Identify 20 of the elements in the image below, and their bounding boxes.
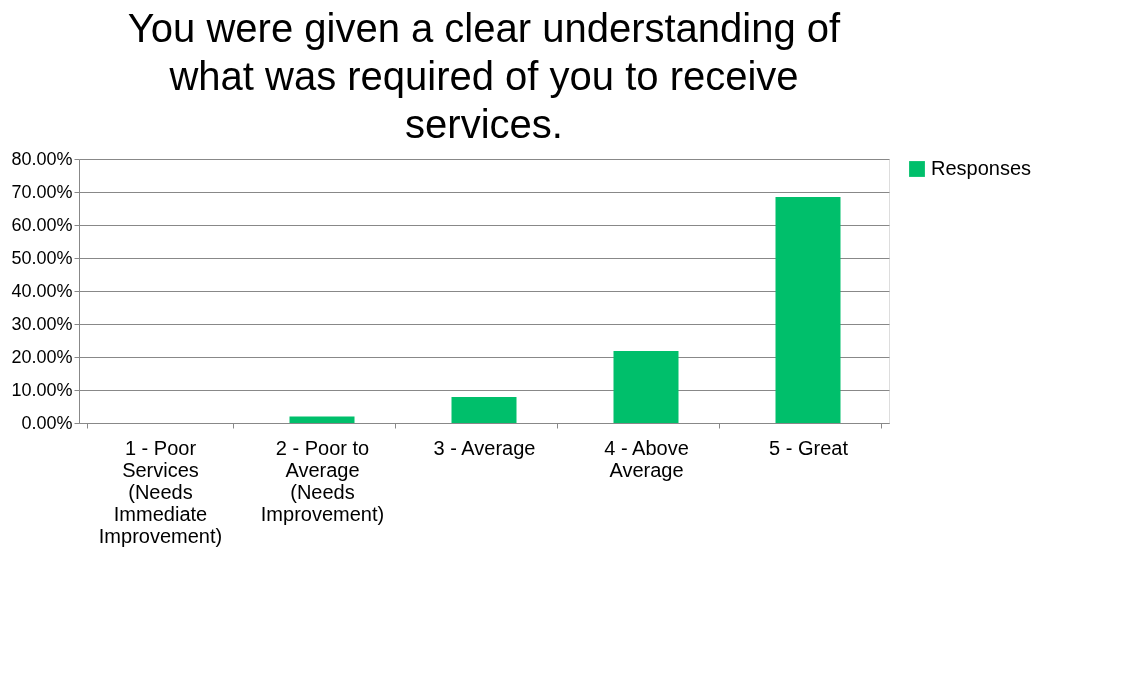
bar	[451, 396, 517, 423]
bar	[775, 196, 841, 423]
y-tick-label: 10.00%	[11, 379, 73, 400]
chart-title: You were given a clear understanding of what was required of you to receive services.	[127, 6, 842, 146]
x-tick-label: 2 - Poor to Average (Needs Improvement)	[260, 436, 385, 525]
x-tick-label: 5 - Great	[769, 436, 849, 459]
x-tick-label: 1 - Poor Services (Needs Immediate Improvement)	[98, 436, 223, 547]
x-tick-label: 4 - Above Average	[604, 436, 689, 481]
y-tick-label: 20.00%	[11, 346, 73, 367]
y-tick-label: 50.00%	[11, 247, 73, 268]
y-tick-label: 70.00%	[11, 181, 73, 202]
y-tick-label: 60.00%	[11, 214, 73, 235]
y-tick-label: 0.00%	[21, 412, 73, 433]
x-tick-label: 3 - Average	[433, 436, 536, 459]
bar	[613, 351, 679, 423]
bar	[289, 416, 355, 423]
legend-label: Responses	[931, 157, 1032, 179]
y-tick-label: 80.00%	[11, 148, 73, 169]
y-tick-label: 30.00%	[11, 313, 73, 334]
y-tick-label: 40.00%	[11, 280, 73, 301]
